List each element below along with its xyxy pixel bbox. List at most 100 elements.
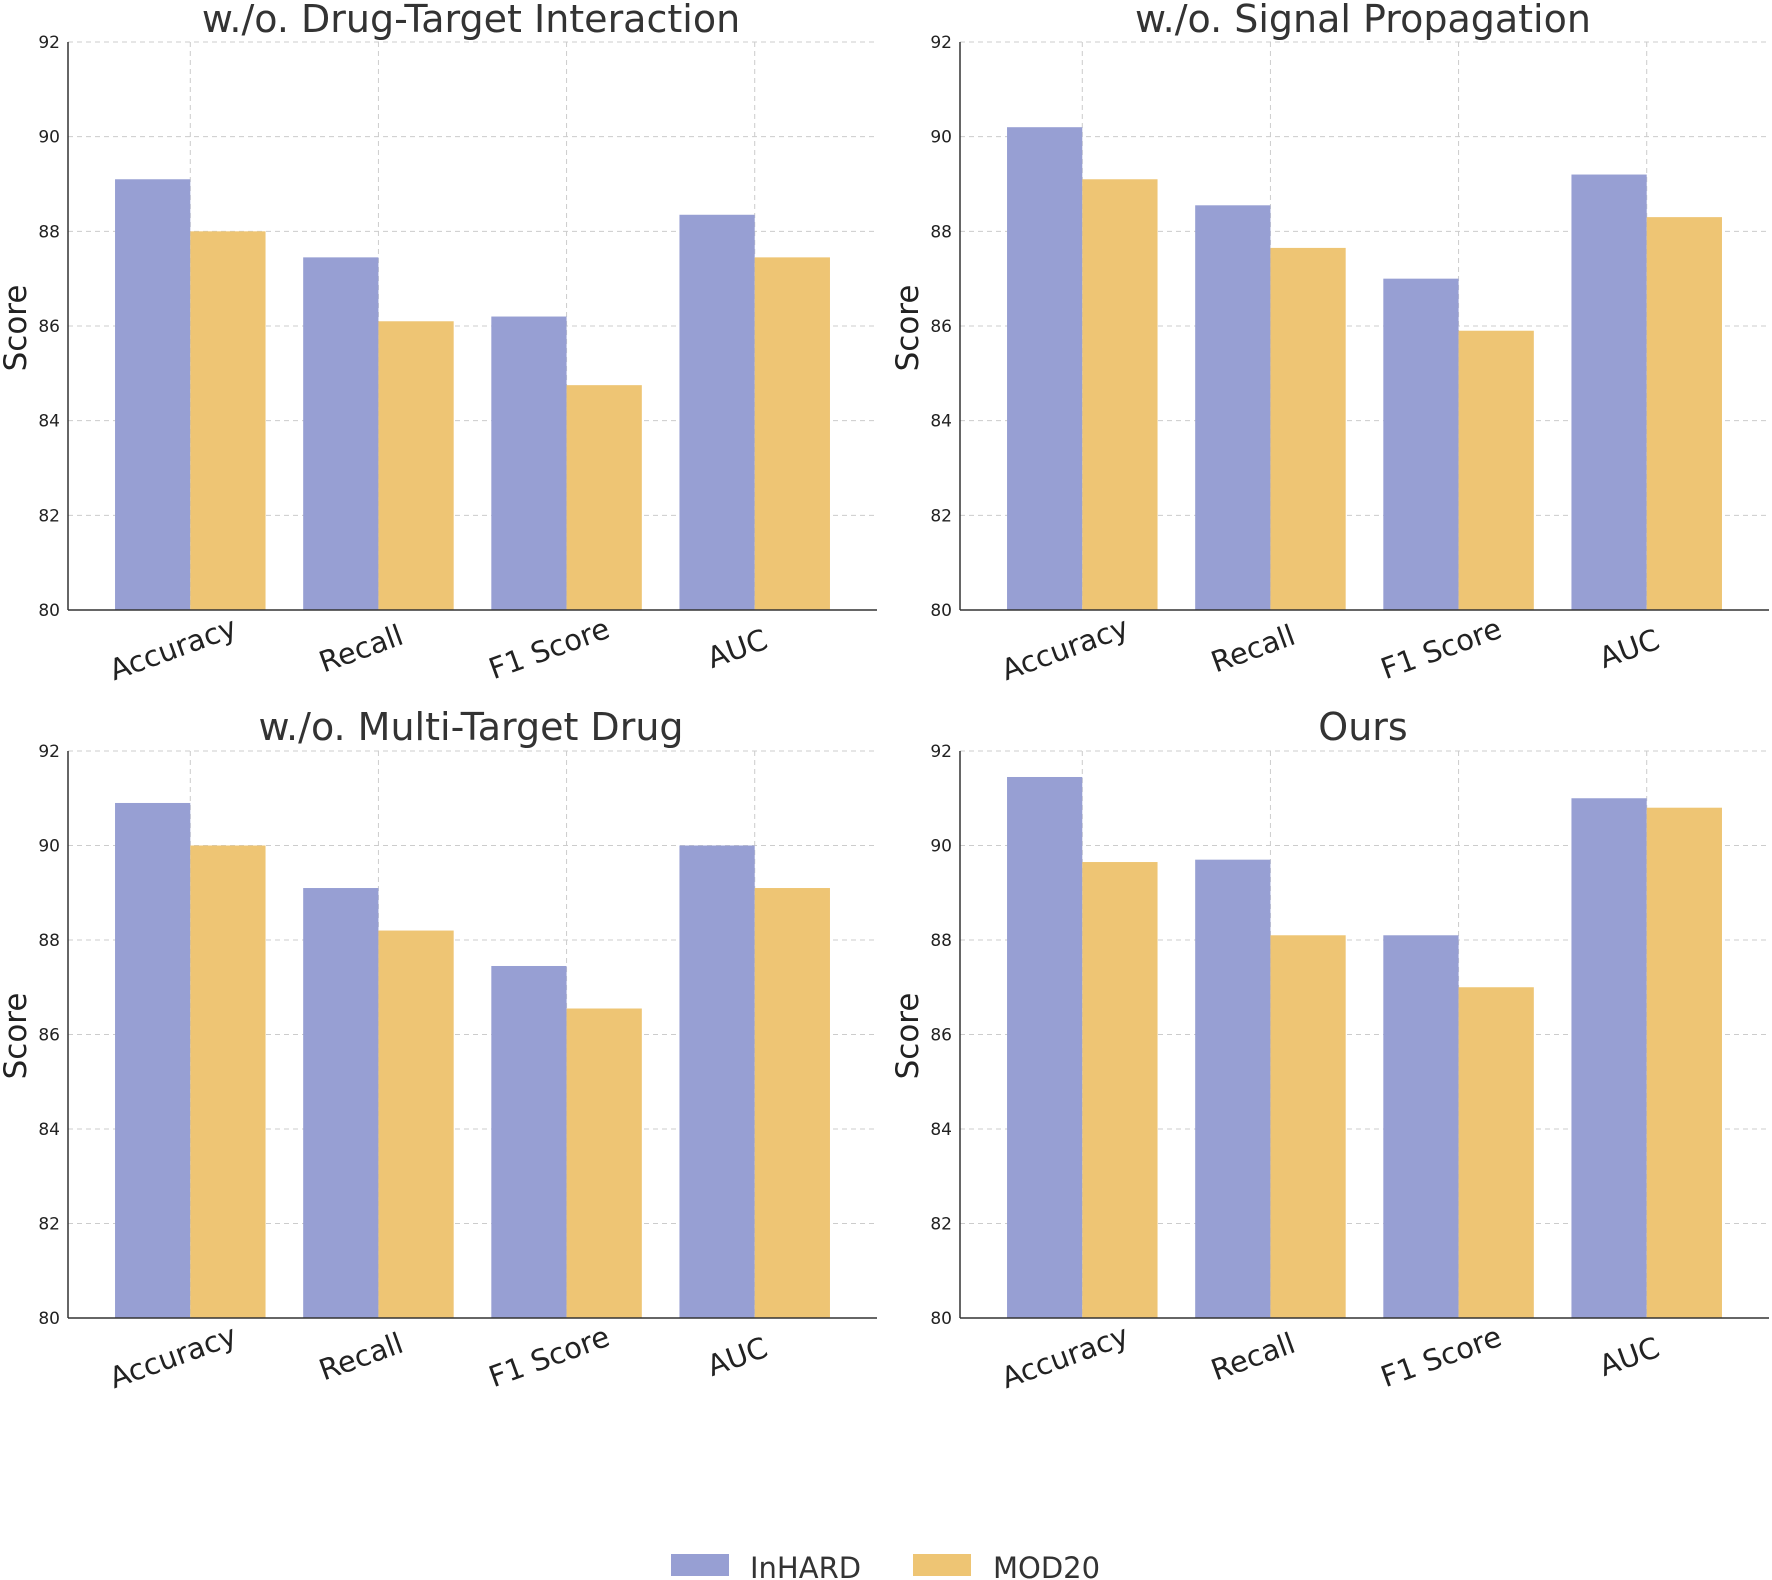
x-tick-label-accuracy: Accuracy: [105, 1318, 241, 1395]
x-tick-label-auc: AUC: [1595, 1330, 1664, 1383]
y-tick-label: 88: [930, 931, 952, 951]
y-axis-label: Score: [890, 285, 926, 372]
bar-mod20-f1-score: [566, 1008, 642, 1318]
y-tick-label: 80: [930, 1309, 952, 1329]
bar-mod20-accuracy: [190, 231, 266, 611]
x-tick-label-auc: AUC: [703, 1330, 772, 1383]
y-tick-label: 84: [930, 412, 952, 432]
y-axis-label: Score: [890, 993, 926, 1080]
x-tick-labels: Accuracy Recall F1 Score AUC: [997, 1318, 1664, 1395]
bar-inhard-auc: [679, 845, 755, 1318]
y-tick-label: 84: [38, 412, 60, 432]
y-tick-label: 84: [930, 1120, 952, 1140]
bar-mod20-f1-score: [1458, 987, 1534, 1318]
y-tick-label: 90: [930, 128, 952, 148]
bar-mod20-recall: [1270, 247, 1346, 610]
y-tick-label: 92: [38, 33, 60, 53]
bars: [1007, 776, 1722, 1318]
axes: [959, 751, 1769, 1319]
y-axis-label: Score: [0, 285, 34, 372]
y-tick-label: 86: [38, 1026, 60, 1046]
bar-inhard-accuracy: [1007, 127, 1083, 610]
x-tick-label-recall: Recall: [315, 618, 408, 680]
x-tick-label-f1-score: F1 Score: [484, 611, 614, 686]
bar-mod20-auc: [1646, 807, 1722, 1318]
x-tick-label-f1-score: F1 Score: [1376, 1319, 1506, 1394]
x-tick-label-accuracy: Accuracy: [105, 610, 241, 687]
bar-inhard-f1-score: [491, 965, 567, 1318]
y-tick-label: 80: [930, 601, 952, 621]
y-axis-label: Score: [0, 993, 34, 1080]
bar-mod20-accuracy: [190, 845, 266, 1318]
bar-mod20-f1-score: [566, 385, 642, 610]
x-tick-label-f1-score: F1 Score: [1376, 611, 1506, 686]
bar-inhard-accuracy: [1007, 776, 1083, 1318]
bars: [115, 802, 830, 1318]
x-tick-labels: Accuracy Recall F1 Score AUC: [105, 1318, 772, 1395]
y-tick-labels: 80 82 84 86 88 90 92: [930, 742, 952, 1329]
panel-signal-propagation: w./o. Signal Propagation Score 808284868…: [890, 0, 1769, 687]
y-tick-label: 80: [38, 601, 60, 621]
chart-title: w./o. Signal Propagation: [1135, 0, 1591, 41]
bar-inhard-auc: [679, 214, 755, 610]
bar-mod20-accuracy: [1082, 862, 1158, 1318]
chart-title: w./o. Multi-Target Drug: [258, 705, 683, 749]
y-tick-label: 82: [38, 1215, 60, 1235]
panel-drug-target-interaction: w./o. Drug-Target Interaction Score 80 82…: [0, 0, 877, 687]
bars: [115, 179, 830, 611]
legend-swatch-inhard: [671, 1554, 729, 1576]
y-tick-label: 90: [38, 837, 60, 857]
x-tick-label-recall: Recall: [315, 1326, 408, 1388]
panel-ours: Ours Score 80 82 84 86 88 90 92 Accuracy Recall…: [890, 705, 1769, 1395]
y-tick-label: 88: [38, 931, 60, 951]
bar-mod20-auc: [754, 257, 830, 610]
y-tick-labels: 80 82 84 86 88 90 92: [38, 33, 60, 621]
x-tick-label-accuracy: Accuracy: [997, 1318, 1133, 1395]
panel-multi-target-drug: w./o. Multi-Target Drug Score 80 82 84 86 88…: [0, 705, 877, 1395]
x-tick-label-auc: AUC: [703, 622, 772, 675]
bar-inhard-recall: [303, 888, 379, 1318]
y-tick-label: 92: [930, 742, 952, 762]
x-tick-label-recall: Recall: [1207, 1326, 1300, 1388]
chart-title: Ours: [1318, 705, 1407, 749]
bar-mod20-recall: [378, 930, 454, 1318]
bar-inhard-accuracy: [115, 802, 191, 1318]
legend-swatch-mod20: [913, 1554, 971, 1576]
y-tick-label: 82: [930, 1215, 952, 1235]
axes: [959, 42, 1769, 611]
bar-inhard-f1-score: [491, 316, 567, 610]
x-tick-label-recall: Recall: [1207, 618, 1300, 680]
y-tick-label: 90: [930, 837, 952, 857]
bar-mod20-auc: [1646, 217, 1722, 610]
y-tick-label: 88: [38, 222, 60, 242]
y-tick-label: 82: [930, 506, 952, 526]
y-tick-label: 82: [38, 506, 60, 526]
axes: [67, 751, 877, 1319]
y-tick-label: 92: [38, 742, 60, 762]
y-tick-label: 86: [38, 317, 60, 337]
bar-inhard-recall: [303, 257, 379, 610]
bar-mod20-recall: [1270, 935, 1346, 1318]
bar-inhard-recall: [1195, 205, 1271, 611]
legend-label-mod20: MOD20: [993, 1551, 1100, 1580]
y-tick-label: 80: [38, 1309, 60, 1329]
x-tick-labels: Accuracy Recall F1 Score AUC: [105, 610, 772, 687]
x-tick-label-accuracy: Accuracy: [997, 610, 1133, 687]
bar-inhard-accuracy: [115, 179, 191, 610]
legend: InHARD MOD20: [671, 1551, 1100, 1580]
bar-mod20-recall: [378, 321, 454, 610]
x-tick-labels: Accuracy Recall F1 Score AUC: [997, 610, 1664, 687]
bar-inhard-f1-score: [1383, 278, 1459, 610]
y-tick-label: 84: [38, 1120, 60, 1140]
bar-inhard-f1-score: [1383, 935, 1459, 1318]
bar-mod20-accuracy: [1082, 179, 1158, 610]
bar-mod20-auc: [754, 888, 830, 1318]
y-tick-label: 86: [930, 1026, 952, 1046]
y-tick-labels: 80 82 84 86 88 90 92: [38, 742, 60, 1329]
y-tick-label: 92: [930, 33, 952, 53]
x-tick-label-f1-score: F1 Score: [484, 1319, 614, 1394]
y-tick-label: 90: [38, 128, 60, 148]
legend-label-inhard: InHARD: [750, 1551, 861, 1580]
bars: [1007, 127, 1722, 611]
